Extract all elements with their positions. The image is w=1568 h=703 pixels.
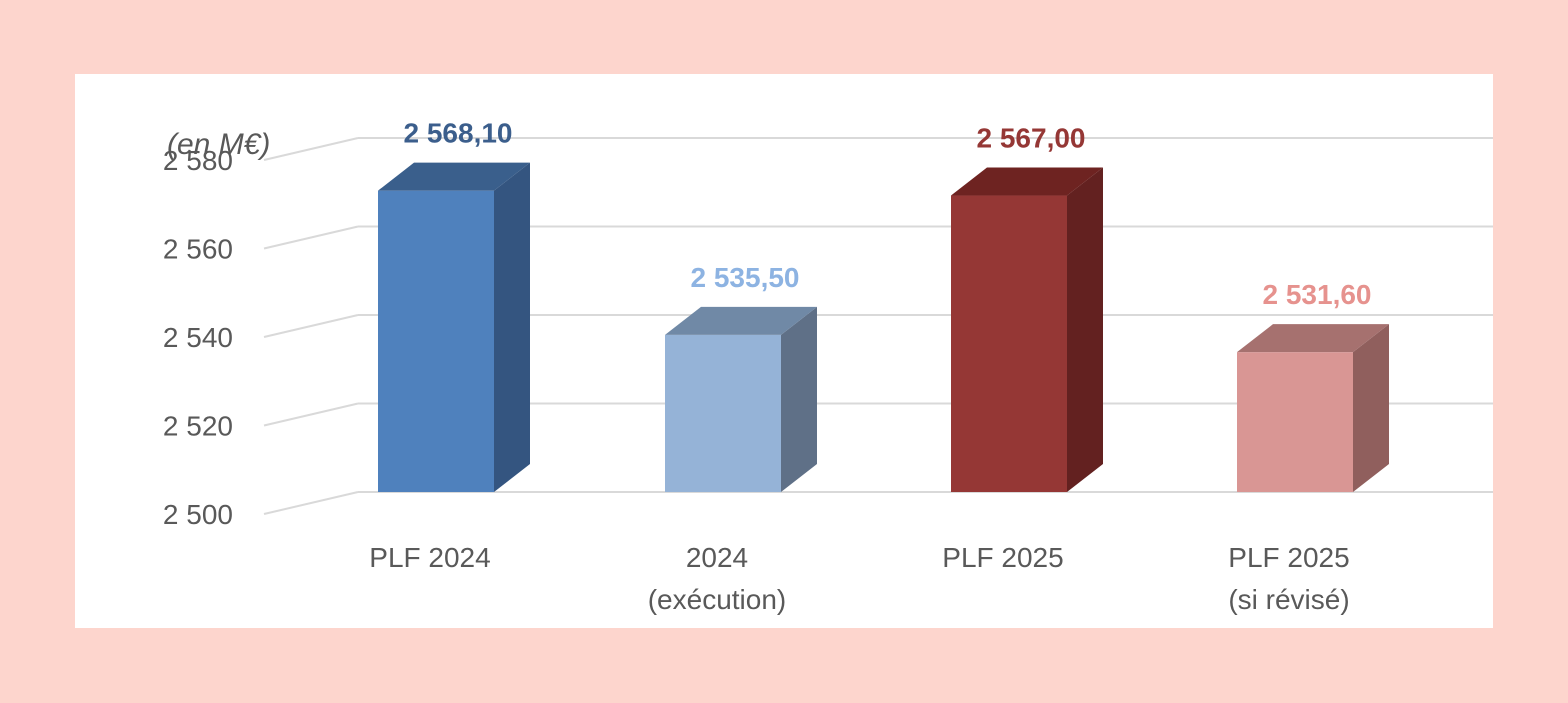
gridline-depth xyxy=(263,402,359,427)
bar-top xyxy=(951,167,1103,196)
category-label: PLF 2025 xyxy=(942,542,1063,573)
data-label: 2 535,50 xyxy=(691,262,800,293)
bar-side xyxy=(1353,324,1389,492)
category-label: PLF 2025 xyxy=(1228,542,1349,573)
bar-side xyxy=(1067,167,1103,492)
data-label: 2 531,60 xyxy=(1263,279,1372,310)
bar xyxy=(665,334,781,492)
category-label: (si révisé) xyxy=(1228,584,1349,615)
y-tick-label: 2 500 xyxy=(163,499,233,530)
category-label: 2024 xyxy=(686,542,748,573)
gridline-depth xyxy=(263,225,359,250)
y-tick-label: 2 580 xyxy=(163,145,233,176)
y-tick-label: 2 560 xyxy=(163,234,233,265)
data-label: 2 568,10 xyxy=(404,118,513,149)
bar-chart: 2 500 2 520 2 540 2 560 2 580(en M€) 2 568,10… xyxy=(163,118,1493,615)
category-label: (exécution) xyxy=(648,584,787,615)
gridline-depth xyxy=(263,491,359,515)
y-unit-label: (en M€) xyxy=(167,128,270,161)
bar xyxy=(951,195,1067,492)
y-tick-label: 2 540 xyxy=(163,322,233,353)
gridline-depth xyxy=(263,314,359,338)
y-tick-label: 2 520 xyxy=(163,411,233,442)
chart-panel: 2 500 2 520 2 540 2 560 2 580 (en M€) 2 568,10… xyxy=(75,74,1493,628)
bar-top xyxy=(665,306,817,335)
category-label: PLF 2024 xyxy=(369,542,490,573)
data-label: 2 567,00 xyxy=(977,123,1086,154)
bar-side xyxy=(494,162,530,492)
bar-top xyxy=(1237,324,1389,353)
bar-top xyxy=(378,162,530,191)
gridline-depth xyxy=(263,137,359,161)
bar xyxy=(1237,352,1353,492)
bar xyxy=(378,190,494,492)
bar-side xyxy=(781,306,817,492)
